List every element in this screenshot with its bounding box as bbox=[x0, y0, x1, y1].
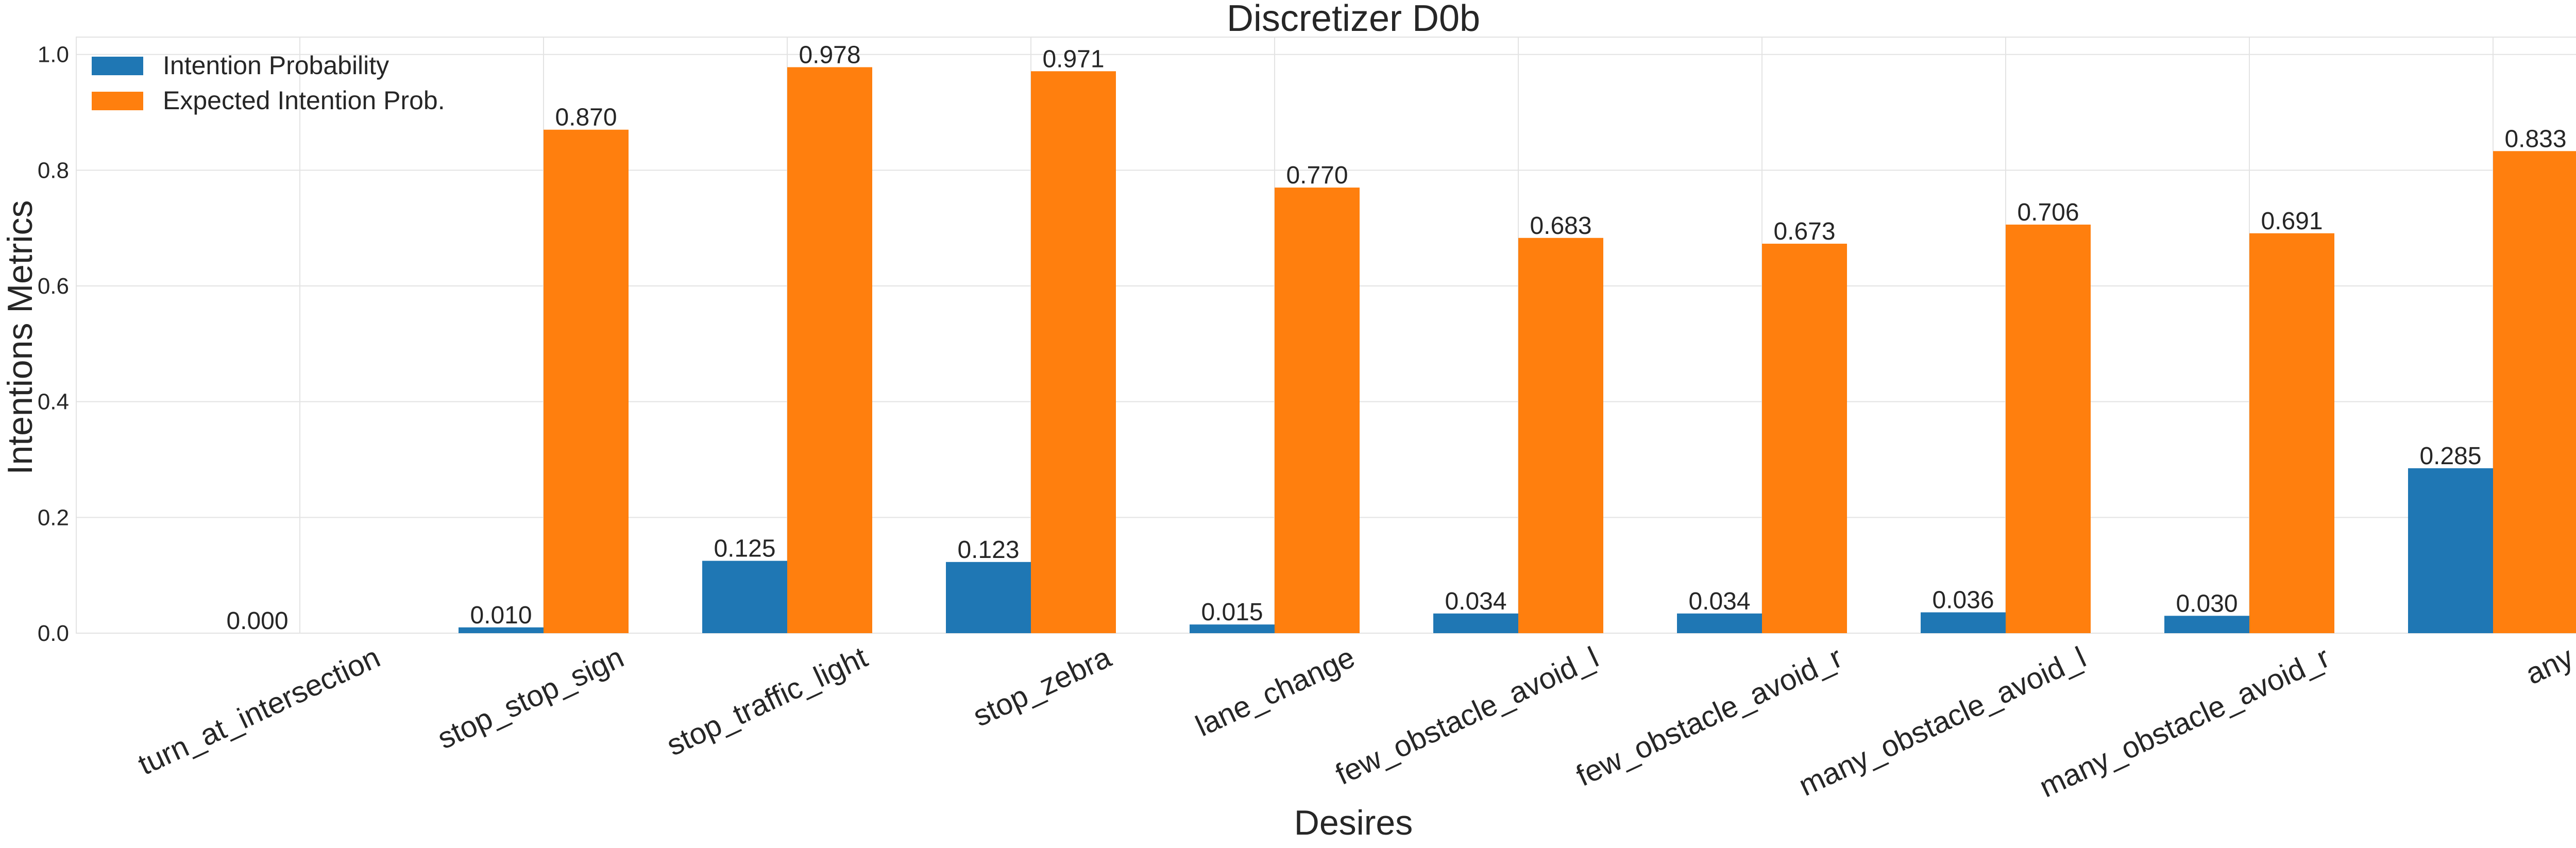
bars bbox=[459, 67, 2576, 634]
data-label: 0.010 bbox=[470, 602, 532, 629]
value-labels: 0.000 0.010 0.125 0.123 0.015 0.034 0.034 0.036… bbox=[226, 41, 2566, 635]
x-axis-label: Desires bbox=[1294, 803, 1413, 842]
bar bbox=[544, 129, 629, 633]
data-label: 0.706 bbox=[2017, 199, 2079, 226]
bar bbox=[1518, 238, 1603, 634]
bar bbox=[1677, 613, 1762, 633]
y-axis-label: Intentions Metrics bbox=[1, 200, 40, 475]
bar bbox=[787, 67, 872, 634]
chart-title: Discretizer D0b bbox=[1227, 0, 1480, 39]
bar bbox=[2164, 616, 2249, 633]
bar bbox=[1433, 613, 1518, 633]
x-tick-label: few_obstacle_avoid_l bbox=[1330, 640, 1603, 791]
data-label: 0.125 bbox=[714, 535, 775, 563]
data-label: 0.034 bbox=[1445, 588, 1506, 615]
y-tick-label: 0.2 bbox=[38, 505, 69, 530]
data-label: 0.770 bbox=[1286, 162, 1348, 189]
bar bbox=[1190, 624, 1275, 633]
data-label: 0.015 bbox=[1201, 599, 1263, 626]
bar bbox=[1275, 188, 1360, 634]
legend-label: Expected Intention Prob. bbox=[163, 86, 445, 115]
bar bbox=[2249, 233, 2334, 633]
x-tick-label: stop_stop_sign bbox=[432, 640, 629, 756]
x-tick-label: stop_zebra bbox=[968, 640, 1116, 734]
bar bbox=[2493, 151, 2576, 633]
y-tick-label: 0.4 bbox=[38, 389, 69, 415]
data-label: 0.683 bbox=[1530, 212, 1591, 240]
bar bbox=[1921, 612, 2006, 633]
data-label: 0.673 bbox=[1773, 218, 1835, 245]
bar bbox=[1031, 71, 1116, 633]
data-label: 0.978 bbox=[799, 41, 860, 69]
legend-swatch bbox=[92, 92, 143, 110]
x-axis-ticks: turn_at_intersection stop_stop_sign stop_t… bbox=[133, 640, 2576, 804]
y-axis-ticks: 0.0 0.2 0.4 0.6 0.8 1.0 bbox=[38, 42, 69, 646]
y-tick-label: 0.0 bbox=[38, 621, 69, 646]
data-label: 0.036 bbox=[1932, 587, 1994, 614]
data-label: 0.971 bbox=[1042, 45, 1104, 73]
data-label: 0.833 bbox=[2504, 125, 2566, 152]
legend-swatch bbox=[92, 57, 143, 75]
bar bbox=[459, 627, 544, 633]
legend: Intention Probability Expected Intention … bbox=[92, 51, 445, 115]
x-tick-label: turn_at_intersection bbox=[133, 640, 385, 782]
y-tick-label: 1.0 bbox=[38, 42, 69, 67]
bar bbox=[1762, 244, 1847, 633]
x-tick-label: lane_change bbox=[1191, 640, 1360, 743]
y-tick-label: 0.6 bbox=[38, 274, 69, 299]
data-label: 0.000 bbox=[226, 607, 288, 635]
legend-label: Intention Probability bbox=[163, 51, 389, 80]
bar bbox=[2006, 224, 2091, 633]
data-label: 0.285 bbox=[2419, 443, 2481, 470]
bar bbox=[2408, 468, 2493, 633]
bar bbox=[946, 562, 1031, 633]
data-label: 0.034 bbox=[1688, 588, 1750, 615]
bar bbox=[702, 561, 787, 633]
x-tick-label: any bbox=[2520, 640, 2576, 691]
data-label: 0.691 bbox=[2261, 208, 2323, 235]
data-label: 0.030 bbox=[2176, 590, 2238, 617]
data-label: 0.870 bbox=[555, 104, 617, 131]
data-label: 0.123 bbox=[957, 536, 1019, 564]
y-tick-label: 0.8 bbox=[38, 158, 69, 183]
x-tick-label: stop_traffic_light bbox=[662, 640, 872, 762]
